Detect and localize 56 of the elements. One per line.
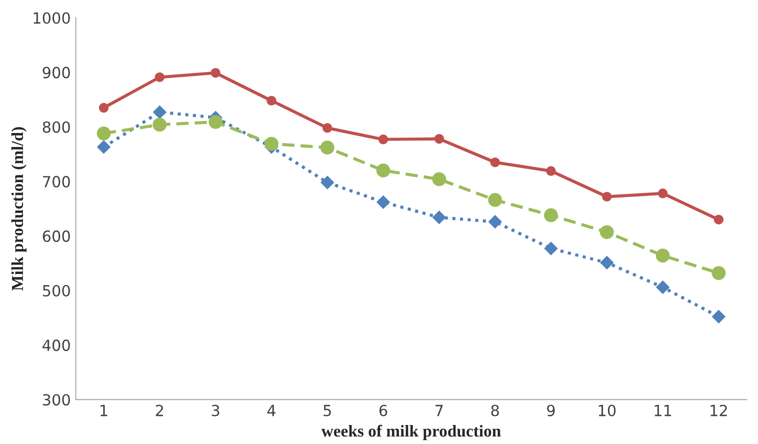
- point: [264, 136, 278, 151]
- x-tick-label: 9: [547, 404, 555, 416]
- point: [712, 266, 726, 280]
- point: [600, 225, 614, 240]
- point: [154, 72, 165, 82]
- y-tick-label: 600: [42, 230, 70, 242]
- point: [544, 242, 558, 256]
- point: [208, 115, 222, 129]
- point: [600, 256, 614, 270]
- point: [656, 280, 670, 294]
- point: [602, 192, 612, 202]
- point: [488, 193, 502, 207]
- point: [376, 196, 390, 209]
- point: [432, 172, 446, 186]
- point: [546, 166, 556, 176]
- y-tick-label: 1000: [34, 12, 70, 24]
- y-tick-label: 900: [42, 66, 70, 78]
- point: [544, 208, 558, 222]
- point: [210, 68, 220, 78]
- point: [658, 188, 668, 198]
- x-tick-label: 7: [436, 404, 443, 416]
- y-tick-label: 800: [42, 121, 70, 133]
- point: [152, 118, 167, 132]
- point: [266, 96, 276, 106]
- x-tick-label: 1: [100, 404, 108, 416]
- x-tick-label: 2: [156, 404, 163, 416]
- x-tick-label: 6: [379, 404, 388, 416]
- point: [320, 176, 334, 190]
- point: [714, 214, 724, 224]
- y-tick-label: 500: [42, 284, 70, 297]
- point: [96, 126, 111, 140]
- x-tick-label: 8: [491, 404, 499, 416]
- x-tick-label: 12: [710, 404, 727, 416]
- y-tick-label: 400: [42, 340, 70, 352]
- x-tick-label: 11: [654, 404, 672, 416]
- point: [378, 134, 388, 144]
- x-tick-label: 3: [212, 404, 220, 416]
- point: [376, 164, 390, 178]
- point: [97, 140, 110, 154]
- point: [98, 102, 109, 113]
- x-axis-title: weeks of milk production: [321, 424, 501, 440]
- point: [712, 310, 726, 324]
- point: [488, 215, 502, 228]
- x-tick-label: 10: [598, 404, 616, 416]
- point: [320, 140, 334, 155]
- y-tick-label: 700: [43, 176, 70, 188]
- y-tick-label: 300: [42, 394, 70, 406]
- point: [434, 134, 444, 144]
- point: [432, 210, 446, 224]
- x-tick-label: 5: [324, 404, 331, 416]
- point: [490, 157, 500, 168]
- x-tick-label: 4: [267, 404, 276, 416]
- point: [656, 248, 670, 263]
- point: [322, 123, 332, 133]
- y-axis-title: Milk production (ml/d): [11, 127, 26, 291]
- point: [153, 106, 166, 119]
